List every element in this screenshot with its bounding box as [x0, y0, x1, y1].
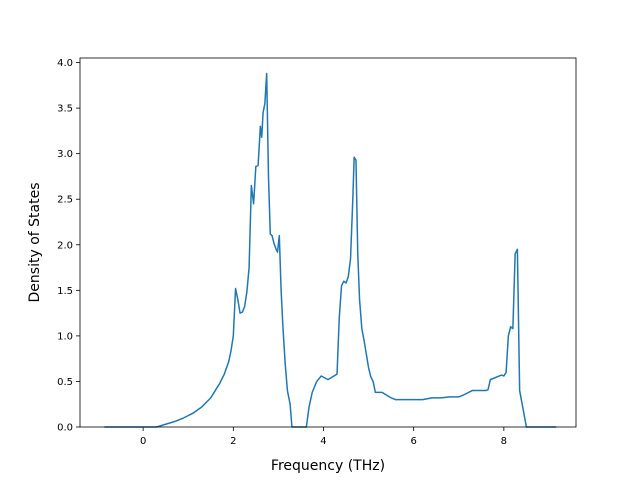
plot-frame: [79, 57, 577, 428]
y-tick-label: 0.5: [57, 377, 73, 388]
y-tick-label: 4.0: [57, 58, 73, 69]
x-tick-label: 4: [320, 436, 326, 447]
dos-series-line: [104, 72, 557, 428]
x-tick-label: 0: [140, 436, 146, 447]
y-tick-label: 2.5: [57, 195, 73, 206]
x-axis-ticks: 0 2 4 6 8: [140, 427, 507, 447]
y-tick-label: 1.0: [57, 331, 73, 342]
x-tick-label: 6: [410, 436, 416, 447]
x-tick-label: 2: [230, 436, 236, 447]
x-axis-label: Frequency (THz): [271, 458, 385, 474]
y-axis-ticks: 0.0 0.5 1.0 1.5 2.0 2.5 3.0 3.5 4.0: [57, 58, 80, 434]
y-tick-label: 0.0: [57, 423, 73, 434]
y-axis-label: Density of States: [27, 183, 43, 303]
y-tick-label: 3.0: [57, 149, 73, 160]
y-tick-label: 2.0: [57, 240, 73, 251]
y-tick-label: 1.5: [57, 286, 73, 297]
x-tick-label: 8: [501, 436, 507, 447]
y-tick-label: 3.5: [57, 104, 73, 115]
